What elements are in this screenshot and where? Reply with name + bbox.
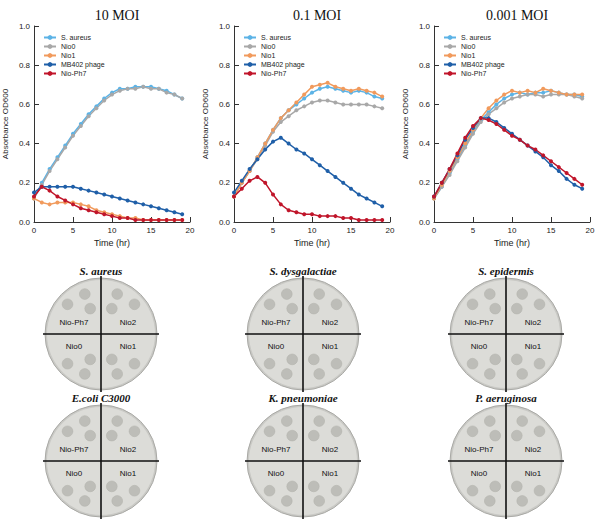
- svg-text:0.6: 0.6: [419, 100, 431, 109]
- svg-text:0: 0: [32, 226, 37, 235]
- svg-text:Nio1: Nio1: [461, 52, 476, 59]
- svg-text:MB402 phage: MB402 phage: [461, 61, 505, 69]
- svg-text:Nio0: Nio0: [268, 342, 285, 351]
- svg-text:Nio1: Nio1: [120, 342, 137, 351]
- svg-text:0: 0: [432, 226, 437, 235]
- svg-text:Nio1: Nio1: [61, 52, 76, 59]
- svg-text:K. pneumoniae: K. pneumoniae: [267, 392, 337, 404]
- svg-text:Absorbance OD600: Absorbance OD600: [1, 88, 10, 159]
- svg-text:MB402 phage: MB402 phage: [261, 61, 305, 69]
- svg-text:Nio2: Nio2: [120, 318, 137, 327]
- svg-text:0.8: 0.8: [219, 61, 231, 70]
- svg-text:5: 5: [271, 226, 276, 235]
- svg-text:Nio-Ph7: Nio-Ph7: [262, 318, 291, 327]
- svg-text:1.0: 1.0: [19, 22, 31, 31]
- svg-text:Nio-Ph7: Nio-Ph7: [61, 70, 86, 77]
- svg-text:S. aureus: S. aureus: [261, 34, 291, 41]
- svg-text:0.8: 0.8: [419, 61, 431, 70]
- svg-text:Nio-Ph7: Nio-Ph7: [465, 445, 494, 454]
- svg-text:S. aureus: S. aureus: [61, 34, 91, 41]
- svg-text:0.0: 0.0: [419, 218, 431, 227]
- svg-text:MB402 phage: MB402 phage: [61, 61, 105, 69]
- svg-text:S. dysgalactiae: S. dysgalactiae: [269, 265, 336, 277]
- svg-text:Nio1: Nio1: [120, 469, 137, 478]
- svg-text:Absorbance OD600: Absorbance OD600: [401, 88, 410, 159]
- svg-text:Nio0: Nio0: [268, 469, 285, 478]
- svg-text:Nio-Ph7: Nio-Ph7: [261, 70, 286, 77]
- svg-text:Absorbance OD600: Absorbance OD600: [201, 88, 210, 159]
- svg-text:Nio-Ph7: Nio-Ph7: [465, 318, 494, 327]
- svg-text:E.coli C3000: E.coli C3000: [71, 392, 131, 404]
- svg-text:Nio1: Nio1: [322, 469, 339, 478]
- svg-text:0.001 MOI: 0.001 MOI: [486, 8, 549, 23]
- svg-text:0.4: 0.4: [219, 139, 231, 148]
- svg-text:0.8: 0.8: [19, 61, 31, 70]
- svg-text:Nio2: Nio2: [525, 318, 542, 327]
- svg-text:20: 20: [186, 226, 195, 235]
- svg-text:0: 0: [232, 226, 237, 235]
- svg-text:Nio1: Nio1: [261, 52, 276, 59]
- svg-text:20: 20: [386, 226, 395, 235]
- svg-text:Nio2: Nio2: [322, 445, 339, 454]
- svg-text:Nio-Ph7: Nio-Ph7: [262, 445, 291, 454]
- svg-text:Nio0: Nio0: [471, 342, 488, 351]
- svg-text:15: 15: [347, 226, 356, 235]
- svg-text:S. epidermis: S. epidermis: [478, 265, 534, 277]
- svg-text:0.2: 0.2: [219, 178, 231, 187]
- svg-text:15: 15: [147, 226, 156, 235]
- svg-text:10: 10: [508, 226, 517, 235]
- svg-text:S. aureus: S. aureus: [80, 265, 123, 277]
- svg-text:Time (hr): Time (hr): [494, 238, 530, 248]
- svg-text:Time (hr): Time (hr): [294, 238, 330, 248]
- svg-text:0.0: 0.0: [19, 218, 31, 227]
- svg-text:1.0: 1.0: [419, 22, 431, 31]
- svg-text:S. aureus: S. aureus: [461, 34, 491, 41]
- svg-text:0.0: 0.0: [219, 218, 231, 227]
- svg-text:0.6: 0.6: [219, 100, 231, 109]
- svg-text:Nio2: Nio2: [120, 445, 137, 454]
- svg-text:1.0: 1.0: [219, 22, 231, 31]
- svg-text:0.2: 0.2: [419, 178, 431, 187]
- svg-text:Nio0: Nio0: [61, 43, 76, 50]
- svg-text:20: 20: [586, 226, 595, 235]
- svg-text:Nio0: Nio0: [66, 469, 83, 478]
- svg-text:5: 5: [71, 226, 76, 235]
- svg-text:Nio2: Nio2: [322, 318, 339, 327]
- svg-text:Nio0: Nio0: [461, 43, 476, 50]
- svg-text:Nio-Ph7: Nio-Ph7: [60, 445, 89, 454]
- svg-text:Nio2: Nio2: [525, 445, 542, 454]
- svg-text:Nio0: Nio0: [471, 469, 488, 478]
- svg-text:15: 15: [547, 226, 556, 235]
- svg-text:Nio0: Nio0: [66, 342, 83, 351]
- svg-text:5: 5: [471, 226, 476, 235]
- svg-text:0.6: 0.6: [19, 100, 31, 109]
- svg-text:Time (hr): Time (hr): [94, 238, 130, 248]
- svg-text:Nio1: Nio1: [525, 469, 542, 478]
- svg-text:0.1 MOI: 0.1 MOI: [293, 8, 342, 23]
- svg-text:10: 10: [108, 226, 117, 235]
- svg-text:Nio-Ph7: Nio-Ph7: [60, 318, 89, 327]
- svg-text:0.4: 0.4: [19, 139, 31, 148]
- svg-text:Nio-Ph7: Nio-Ph7: [461, 70, 486, 77]
- svg-text:0.2: 0.2: [19, 178, 31, 187]
- svg-text:10: 10: [308, 226, 317, 235]
- svg-text:Nio1: Nio1: [525, 342, 542, 351]
- svg-text:P. aeruginosa: P. aeruginosa: [475, 392, 537, 404]
- svg-text:Nio0: Nio0: [261, 43, 276, 50]
- svg-text:0.4: 0.4: [419, 139, 431, 148]
- svg-text:10 MOI: 10 MOI: [95, 8, 140, 23]
- svg-text:Nio1: Nio1: [322, 342, 339, 351]
